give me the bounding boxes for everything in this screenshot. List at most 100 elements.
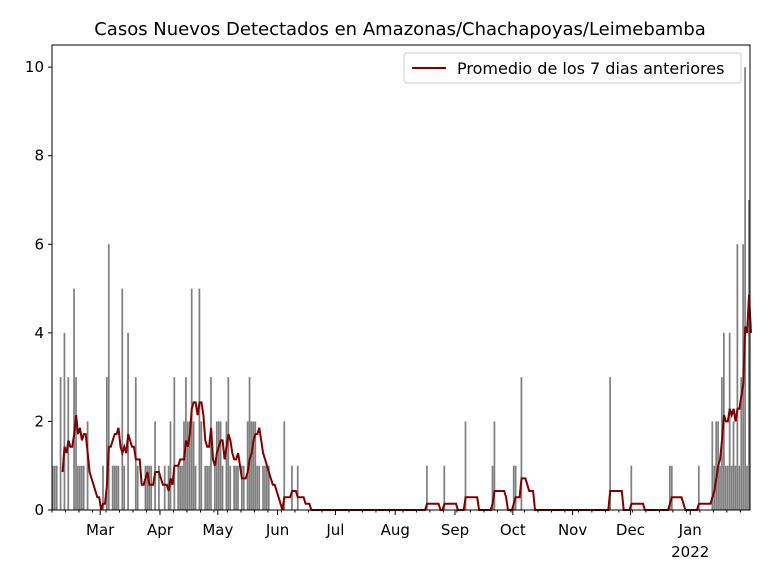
bar-357 — [740, 377, 743, 510]
bar-111 — [266, 465, 268, 510]
bar-0 — [52, 465, 54, 510]
bar-352 — [730, 465, 733, 510]
bar-26 — [102, 465, 104, 510]
bar-61 — [169, 421, 172, 510]
bar-360 — [746, 465, 748, 510]
bar-335 — [697, 465, 700, 510]
bar-91 — [227, 377, 230, 510]
bar-79 — [204, 465, 207, 510]
bar-73 — [192, 421, 195, 510]
bar-243 — [520, 377, 523, 510]
y-tick-label: 6 — [34, 235, 44, 253]
bar-34 — [117, 465, 120, 510]
bar-49 — [146, 465, 149, 510]
bar-88 — [221, 465, 224, 510]
bar-77 — [200, 421, 203, 510]
plot-frame — [51, 44, 751, 511]
bar-354 — [734, 465, 737, 510]
bar-72 — [190, 288, 193, 510]
bar-99 — [242, 465, 245, 510]
legend: Promedio de los 7 dias anteriores — [403, 52, 742, 84]
bar-11 — [73, 288, 75, 510]
bar-16 — [82, 465, 85, 510]
x-tick-label: Mar — [86, 521, 115, 539]
y-tick-label: 10 — [25, 58, 44, 76]
x-tick-label: Nov — [558, 521, 587, 539]
bar-6 — [63, 332, 66, 510]
bar-350 — [726, 465, 729, 510]
bar-67 — [181, 465, 183, 510]
bar-81 — [208, 465, 210, 510]
bar-63 — [173, 377, 176, 510]
bar-13 — [77, 465, 79, 510]
bar-95 — [235, 465, 237, 510]
x-tick-label: Jul — [325, 521, 344, 539]
bar-32 — [113, 465, 116, 510]
bar-124 — [291, 465, 293, 510]
bar-44 — [136, 465, 139, 510]
bar-14 — [78, 465, 81, 510]
bar-351 — [728, 332, 731, 510]
bar-28 — [105, 377, 108, 510]
bar-2 — [55, 465, 58, 510]
bar-228 — [491, 465, 494, 510]
x-axis: Mar Apr May Jun Jul Aug Sep Oct Nov Dec Jan 2022 — [51, 510, 741, 561]
bar-50 — [148, 465, 151, 510]
bar-71 — [188, 421, 191, 510]
bar-194 — [426, 465, 428, 510]
bar-94 — [233, 465, 235, 510]
bar-80 — [206, 465, 208, 510]
bar-51 — [150, 465, 153, 510]
bar-76 — [198, 288, 201, 510]
bar-43 — [134, 377, 137, 510]
bar-70 — [186, 421, 189, 510]
bar-127 — [296, 465, 299, 510]
y-tick-label: 0 — [34, 501, 44, 519]
bar-109 — [262, 465, 264, 510]
bar-90 — [225, 421, 228, 510]
bar-12 — [75, 377, 77, 510]
bar-37 — [123, 465, 126, 510]
bar-65 — [177, 465, 180, 510]
moving-average-line — [61, 294, 752, 511]
bar-82 — [210, 377, 212, 510]
bar-110 — [264, 465, 266, 510]
bar-214 — [464, 421, 467, 510]
bar-349 — [724, 465, 727, 510]
bar-98 — [240, 465, 243, 510]
y-tick-label: 2 — [34, 412, 44, 430]
bar-120 — [283, 421, 286, 510]
x-tick-label: Apr — [147, 521, 174, 539]
bar-239 — [512, 465, 515, 510]
bar-112 — [267, 465, 270, 510]
bar-39 — [127, 332, 129, 510]
bar-320 — [669, 465, 671, 510]
bar-321 — [670, 465, 673, 510]
x-tick-label: Oct — [500, 521, 526, 539]
x-tick-label: Aug — [381, 521, 410, 539]
bar-31 — [111, 465, 114, 510]
bar-103 — [250, 421, 253, 510]
x-tick-sublabel: 2022 — [671, 543, 709, 561]
bar-361 — [748, 200, 750, 510]
bar-74 — [194, 465, 197, 510]
bar-106 — [256, 465, 259, 510]
bar-84 — [213, 465, 216, 510]
bar-96 — [237, 465, 239, 510]
bar-104 — [252, 421, 255, 510]
bar-105 — [254, 421, 257, 510]
x-tick-label: May — [202, 521, 233, 539]
bar-229 — [493, 421, 496, 510]
bar-68 — [183, 421, 185, 510]
bar-92 — [229, 465, 232, 510]
bar-289 — [609, 377, 611, 510]
x-tick-label: Sep — [441, 521, 469, 539]
chart-title: Casos Nuevos Detectados en Amazonas/Chac… — [94, 19, 706, 40]
bar-353 — [732, 421, 735, 510]
x-tick-label: Dec — [616, 521, 645, 539]
bar-18 — [86, 421, 89, 510]
y-tick-label: 8 — [34, 147, 44, 165]
bar-15 — [80, 465, 83, 510]
bar-102 — [248, 377, 251, 510]
bar-36 — [121, 288, 124, 510]
